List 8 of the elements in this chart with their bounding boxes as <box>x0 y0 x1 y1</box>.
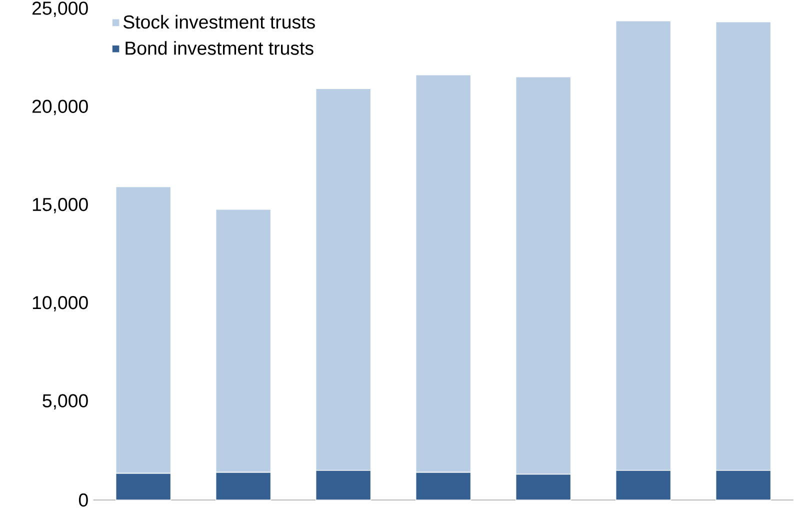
y-tick-label: 5,000 <box>42 394 88 410</box>
y-tick-label: 15,000 <box>32 198 88 214</box>
legend-label: Bond investment trusts <box>126 41 314 55</box>
y-tick-label: 10,000 <box>32 296 88 312</box>
y-tick-label: 0 <box>78 493 88 507</box>
y-tick-label: 20,000 <box>32 100 88 116</box>
y-tick-label: 25,000 <box>32 2 88 18</box>
legend-label: Stock investment trusts <box>124 14 315 29</box>
